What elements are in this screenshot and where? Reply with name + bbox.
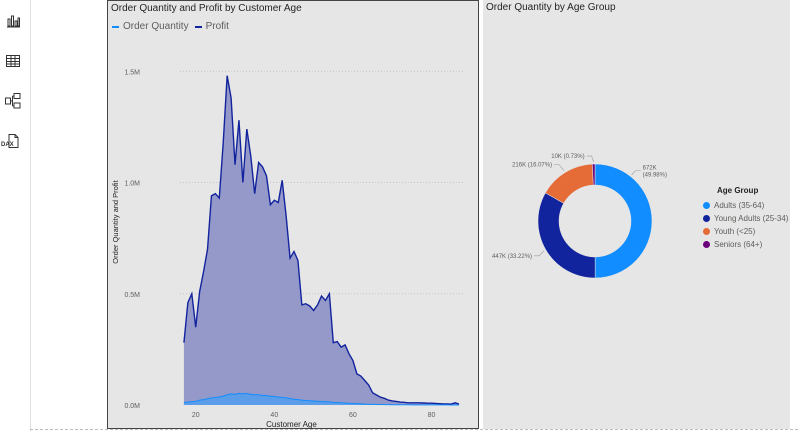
profit-area: [183, 75, 460, 405]
legend-label: Young Adults (25-34): [714, 214, 789, 223]
donut-chart-plot: 672K(49.98%) 447K (33.22%) 216K (16.07%) 10…: [492, 154, 667, 279]
data-label: 447K (33.22%): [492, 254, 532, 260]
x-tick-label: 60: [349, 412, 357, 419]
legend-marker: [112, 25, 119, 28]
data-label: (49.98%): [643, 173, 667, 179]
y-tick-label: 1.5M: [124, 69, 140, 76]
legend-label: Youth (<25): [714, 227, 756, 236]
legend-title: Age Group: [717, 186, 759, 195]
dax-label: DAX: [1, 142, 14, 148]
table-view-icon[interactable]: [2, 50, 24, 72]
legend-marker: [703, 241, 710, 248]
x-tick-label: 40: [270, 412, 278, 419]
legend-item-youth[interactable]: Youth (<25): [703, 225, 788, 238]
y-axis-title: Order Quantity and Profit: [111, 179, 120, 263]
order-quantity-line: [183, 392, 460, 406]
order-quantity-area: [183, 393, 460, 405]
legend-marker: [703, 202, 710, 209]
legend-label: Adults (35-64): [714, 201, 765, 210]
legend-label: Order Quantity: [123, 21, 189, 32]
leader-line: [554, 164, 565, 171]
legend-marker: [703, 215, 710, 222]
legend-item-adults[interactable]: Adults (35-64): [703, 199, 788, 212]
chart-title: Order Quantity and Profit by Customer Ag…: [111, 3, 302, 14]
data-label: 672K: [643, 166, 657, 172]
x-tick-label: 80: [428, 412, 436, 419]
donut-chart-visual[interactable]: Order Quantity by Age Group 672K (49.98%)…: [483, 0, 790, 429]
data-label: 216K (16.07%): [512, 163, 552, 169]
leader-line: [586, 155, 594, 163]
legend-item-profit[interactable]: Profit: [194, 21, 229, 32]
dax-query-icon[interactable]: DAX: [1, 130, 24, 152]
leader-line: [534, 250, 545, 257]
profit-line: [183, 75, 460, 405]
legend-marker: [194, 25, 202, 28]
model-view-icon[interactable]: [2, 90, 24, 112]
legend-item-seniors[interactable]: Seniors (64+): [703, 238, 788, 251]
legend-label: Seniors (64+): [714, 240, 763, 249]
y-tick-label: 1.0M: [124, 181, 140, 188]
view-rail: DAX: [0, 0, 31, 431]
report-view-icon[interactable]: [2, 10, 24, 32]
donut-legend: Age Group Adults (35-64) Young Adults (2…: [703, 186, 788, 251]
page-boundary: [30, 429, 798, 430]
donut-slice: [537, 192, 596, 279]
leader-line: [631, 170, 641, 175]
y-tick-label: 0.0M: [124, 403, 140, 410]
area-chart-visual[interactable]: Order Quantity and Profit by Customer Ag…: [107, 0, 479, 429]
legend-label: Profit: [205, 21, 229, 32]
data-label: 10K (0.73%): [551, 154, 584, 160]
donut-slice: [594, 163, 653, 279]
y-tick-label: 0.5M: [124, 292, 140, 299]
legend-item-young-adults[interactable]: Young Adults (25-34): [703, 212, 788, 225]
legend-item-order-quantity[interactable]: Order Quantity: [112, 21, 189, 32]
x-tick-label: 20: [192, 412, 200, 419]
chart-title: Order Quantity by Age Group: [486, 2, 616, 13]
donut-slice: [592, 163, 596, 186]
legend-marker: [703, 228, 710, 235]
chart-legend: Order Quantity Profit: [112, 21, 229, 32]
area-chart-plot: 0.0M 0.5M 1.0M 1.5M 20 40 60 80 Customer Age Orde…: [111, 69, 463, 429]
x-axis-title: Customer Age: [266, 420, 317, 429]
